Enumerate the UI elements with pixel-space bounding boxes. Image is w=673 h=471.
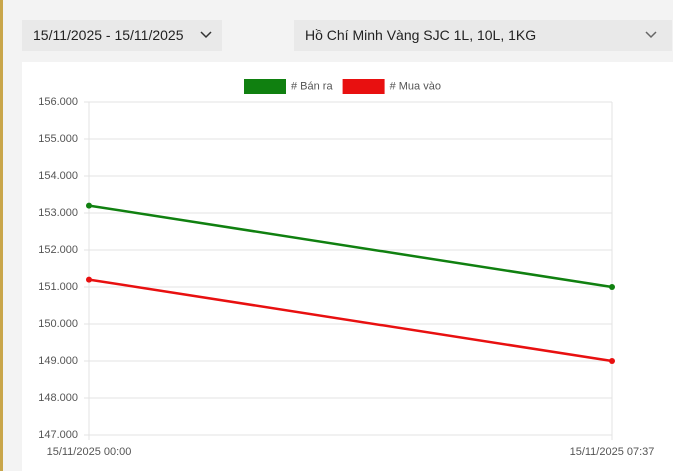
- y-tick-label: 152.000: [38, 244, 78, 256]
- point: [609, 284, 615, 290]
- point: [86, 276, 92, 283]
- chart: 147.000 148.000 149.000 150.000 151.000 152.0…: [22, 62, 673, 471]
- location-select[interactable]: Hồ Chí Minh Vàng SJC 1L, 10L, 1KG: [294, 20, 672, 51]
- chevron: [645, 31, 657, 39]
- y-tick-label: 149.000: [38, 355, 78, 367]
- legend-label: # Bán ra: [291, 80, 333, 92]
- y-tick-label: 155.000: [38, 133, 78, 145]
- legend-swatch: [244, 79, 286, 94]
- point: [86, 202, 92, 209]
- x-tick-label: 15/11/2025 07:37: [570, 446, 655, 458]
- x-tick-label: 15/11/2025 00:00: [47, 446, 132, 458]
- legend-swatch: [342, 79, 385, 94]
- date-range-select[interactable]: 15/11/2025 - 15/11/2025: [22, 20, 222, 51]
- legend-label: # Mua vào: [390, 80, 441, 92]
- y-tick-label: 153.000: [38, 207, 78, 219]
- y-tick-label: 150.000: [38, 318, 78, 330]
- y-tick-label: 154.000: [38, 170, 78, 182]
- y-tick-label: 147.000: [38, 429, 78, 441]
- y-tick-label: 156.000: [38, 96, 78, 108]
- point: [609, 358, 615, 364]
- series-line: [88, 204, 613, 289]
- chevron: [200, 31, 212, 39]
- side-strip: [0, 0, 3, 471]
- chart-panel: [22, 62, 673, 471]
- location: Hồ Chí Minh Vàng SJC 1L, 10L, 1KG: [305, 27, 537, 43]
- series-line: [88, 278, 613, 363]
- y-tick-label: 148.000: [38, 392, 78, 404]
- date-range: 15/11/2025 - 15/11/2025: [33, 27, 184, 43]
- y-tick-label: 151.000: [38, 281, 78, 293]
